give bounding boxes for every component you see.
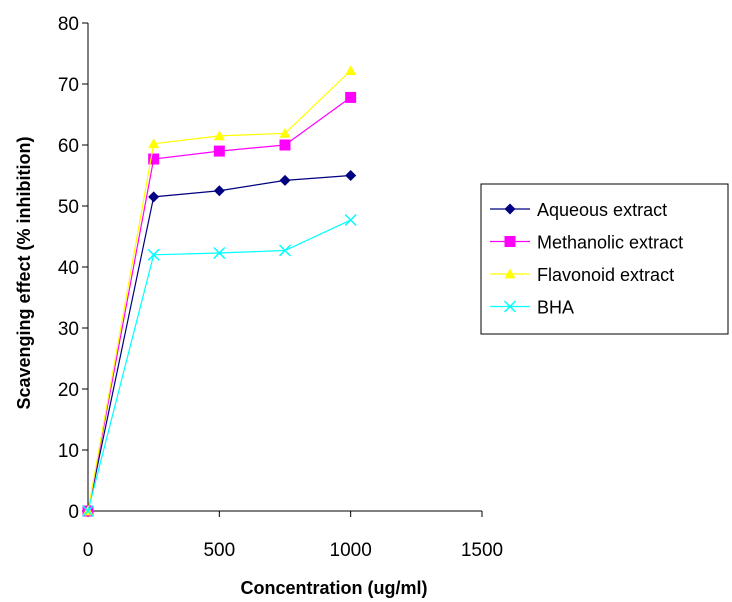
- series-line: [87, 219, 351, 512]
- data-point-x: [213, 246, 226, 260]
- data-point-triangle: [148, 138, 160, 149]
- data-point-x: [81, 504, 95, 518]
- y-tick-label: 0: [68, 502, 79, 523]
- data-point-x: [278, 244, 292, 257]
- series-aqueous-extract: [82, 170, 357, 517]
- data-point-square: [213, 145, 225, 157]
- data-point-x: [503, 300, 517, 313]
- series-line: [87, 96, 352, 512]
- data-point-triangle: [504, 268, 516, 279]
- series-flavonoid-extract: [82, 65, 357, 516]
- series-methanolic-extract: [82, 91, 357, 517]
- y-tick-label: 30: [58, 319, 79, 340]
- series-bha: [81, 213, 357, 518]
- data-point-diamond: [148, 191, 160, 203]
- y-tick-label: 70: [58, 75, 79, 96]
- y-tick-label: 80: [58, 14, 79, 35]
- y-tick-label: 20: [58, 380, 79, 401]
- legend-item: Methanolic extract: [490, 233, 683, 253]
- legend-item: BHA: [490, 298, 574, 318]
- data-point-square: [345, 91, 357, 103]
- data-point-diamond: [345, 170, 357, 181]
- legend: Aqueous extract Methanolic extract Flavono…: [480, 183, 729, 335]
- series-layer: [81, 65, 357, 518]
- y-tick-label: 10: [58, 441, 79, 462]
- legend-label: Flavonoid extract: [537, 265, 674, 285]
- legend-label: BHA: [537, 298, 574, 318]
- x-axis-title: Concentration (ug/ml): [241, 578, 428, 598]
- data-point-x: [147, 248, 160, 261]
- y-axis-title: Scavenging effect (% inhibition): [14, 136, 34, 409]
- axes: [82, 22, 483, 517]
- data-point-triangle: [345, 65, 357, 75]
- tick-labels: 0 10 20 30 40 50 60 70 80 0 500 1000 1500: [58, 14, 503, 561]
- data-point-x: [344, 213, 357, 227]
- y-tick-label: 50: [58, 197, 79, 218]
- x-tick-label: 1000: [330, 540, 372, 561]
- legend-label: Methanolic extract: [537, 233, 683, 253]
- series-line: [87, 174, 351, 512]
- data-point-diamond: [504, 203, 516, 215]
- x-tick-label: 500: [203, 540, 235, 561]
- data-point-triangle: [213, 130, 225, 141]
- data-point-square: [504, 236, 516, 247]
- x-tick-label: 1500: [461, 540, 503, 561]
- data-point-square: [148, 153, 160, 165]
- data-point-diamond: [279, 174, 291, 186]
- y-tick-label: 40: [58, 258, 79, 279]
- y-tick-label: 60: [58, 136, 79, 157]
- data-point-square: [279, 139, 291, 151]
- x-tick-label: 0: [83, 540, 94, 561]
- data-point-diamond: [213, 185, 225, 197]
- legend-item: Flavonoid extract: [490, 265, 674, 285]
- legend-item: Aqueous extract: [490, 200, 667, 220]
- data-point-triangle: [279, 127, 291, 138]
- legend-label: Aqueous extract: [537, 200, 667, 220]
